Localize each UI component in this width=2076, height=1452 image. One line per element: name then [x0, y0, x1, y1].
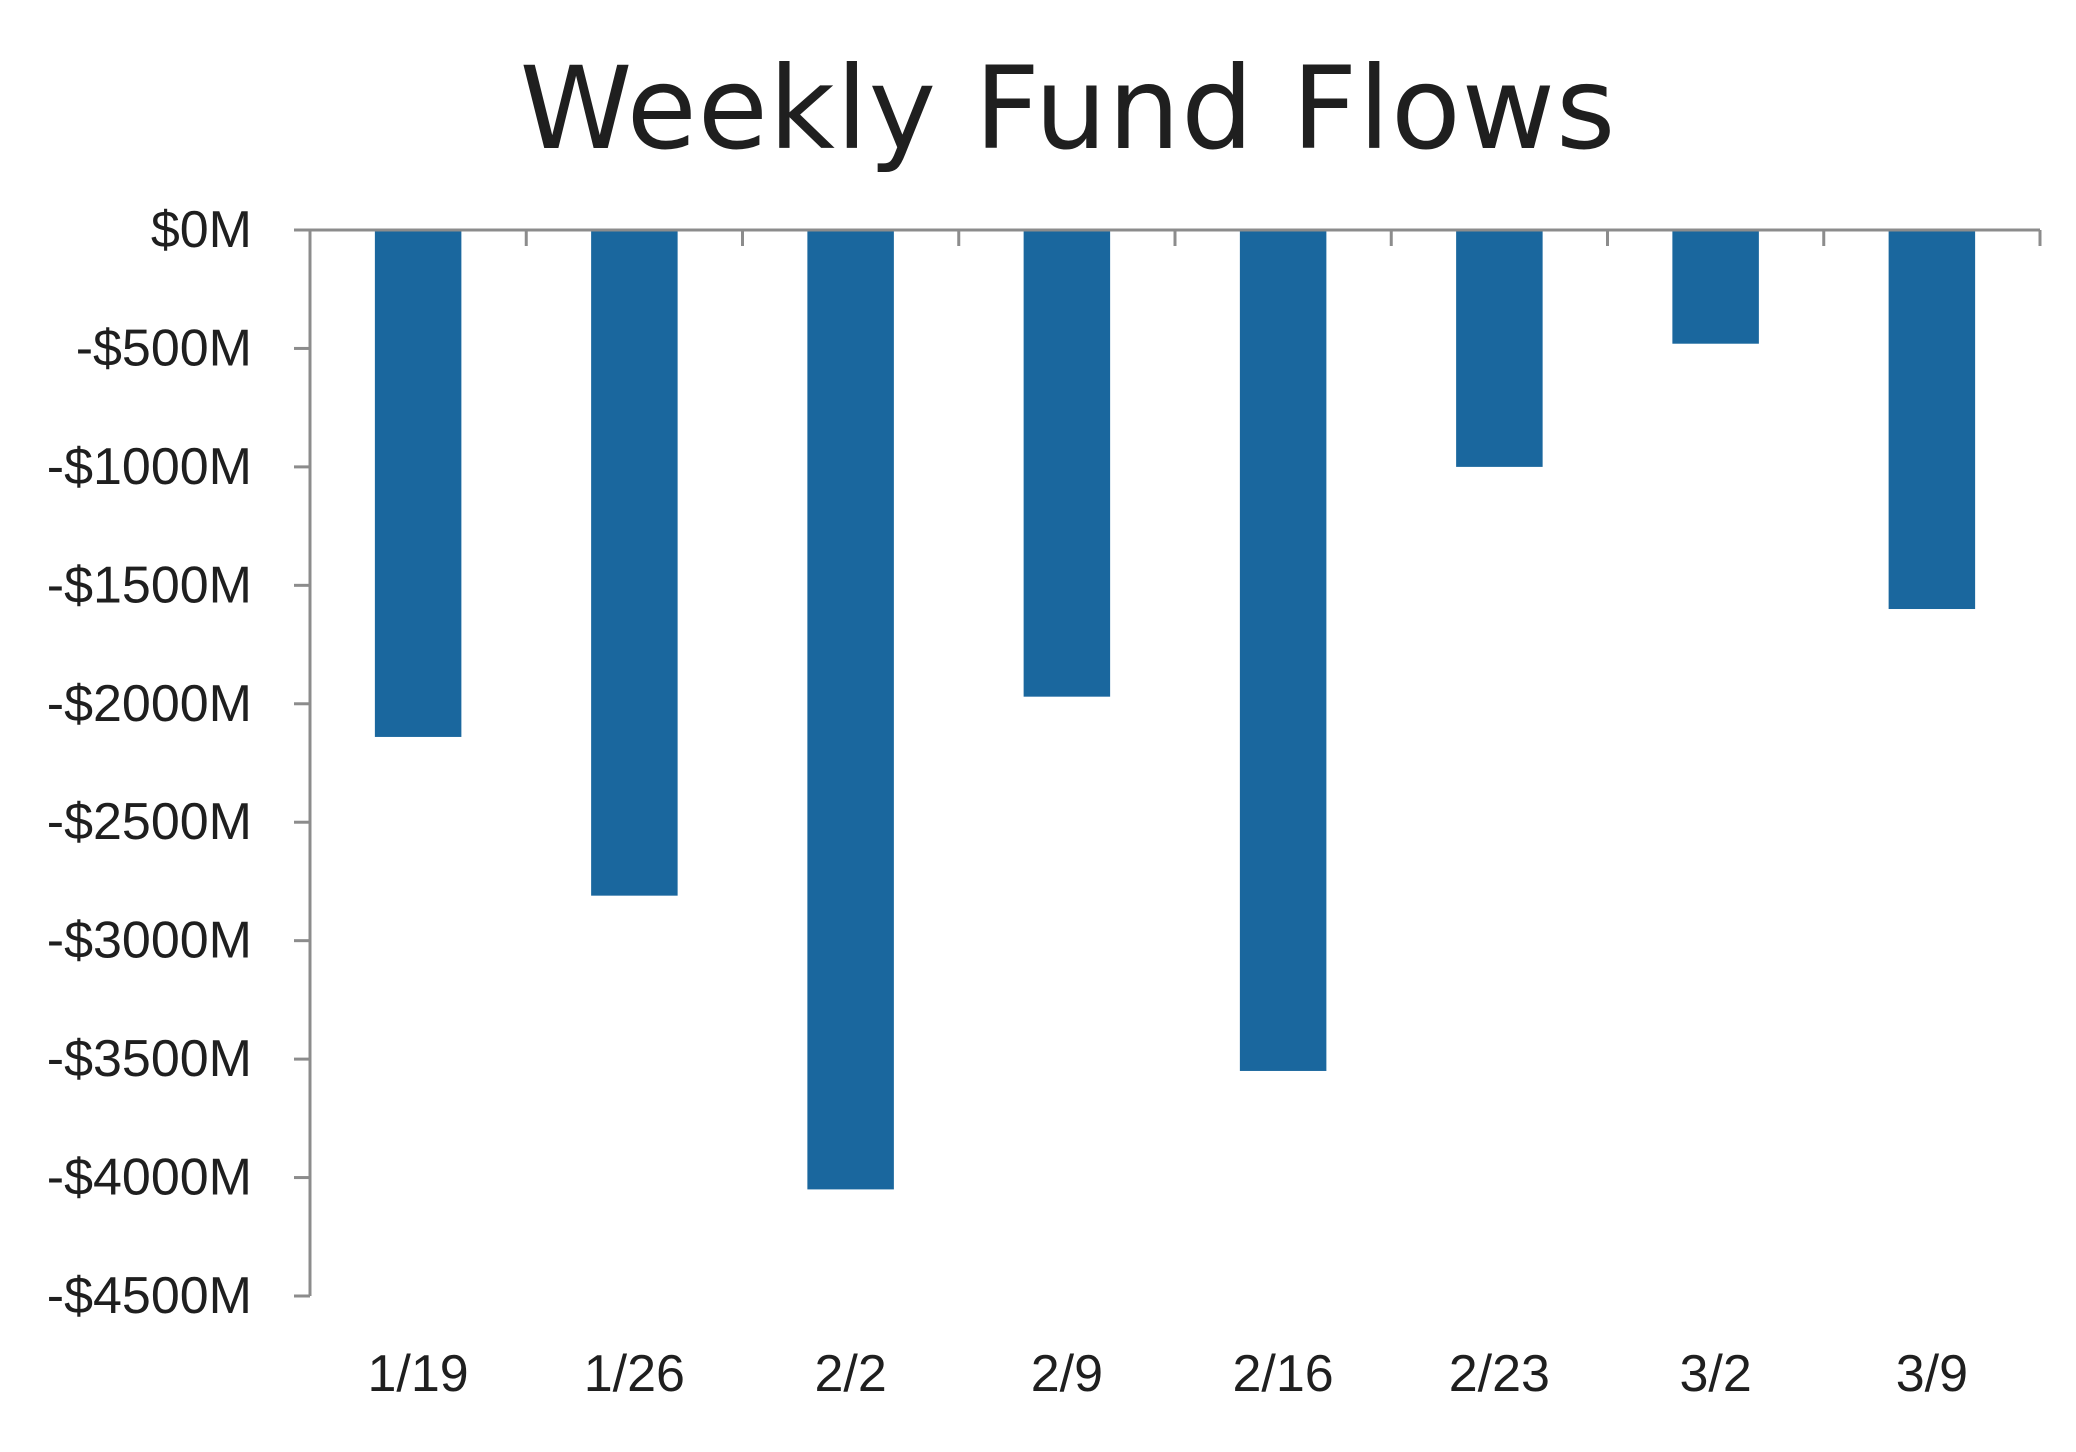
y-tick-label: -$500M [76, 319, 252, 377]
y-tick-label: -$1000M [47, 438, 252, 496]
bar-2-23 [1456, 230, 1543, 467]
x-tick-label: 3/9 [1896, 1345, 1968, 1403]
x-tick-label: 2/16 [1233, 1345, 1334, 1403]
bar-3-9 [1888, 230, 1976, 610]
y-tick-label: -$3500M [47, 1030, 252, 1088]
bar-2-9 [1023, 230, 1111, 697]
y-tick-label: -$2000M [47, 675, 252, 733]
chart-title: Weekly Fund Flows [519, 42, 1617, 175]
y-tick-label: -$1500M [47, 556, 252, 614]
y-tick-label: -$4500M [47, 1267, 252, 1325]
bar-2-16 [1239, 230, 1327, 1071]
y-tick-label: $0M [151, 201, 252, 259]
bar-1-26 [591, 230, 678, 896]
axes-layer [294, 228, 2042, 1298]
x-tick-label: 1/19 [368, 1345, 469, 1403]
labels-layer: $0M -$500M -$1000M -$1500M -$2000M -$2500M -$3… [47, 201, 1968, 1403]
bar-1-19 [374, 230, 462, 737]
x-tick-label: 3/2 [1679, 1345, 1751, 1403]
bar-3-2 [1672, 230, 1759, 344]
x-tick-label: 2/2 [814, 1345, 886, 1403]
x-tick-label: 2/23 [1449, 1345, 1550, 1403]
y-tick-label: -$4000M [47, 1149, 252, 1207]
y-tick-label: -$2500M [47, 793, 252, 851]
bars-layer [374, 230, 1976, 1190]
x-tick-label: 1/26 [584, 1345, 685, 1403]
y-tick-label: -$3000M [47, 912, 252, 970]
bar-2-2 [807, 230, 894, 1190]
x-tick-label: 2/9 [1031, 1345, 1103, 1403]
